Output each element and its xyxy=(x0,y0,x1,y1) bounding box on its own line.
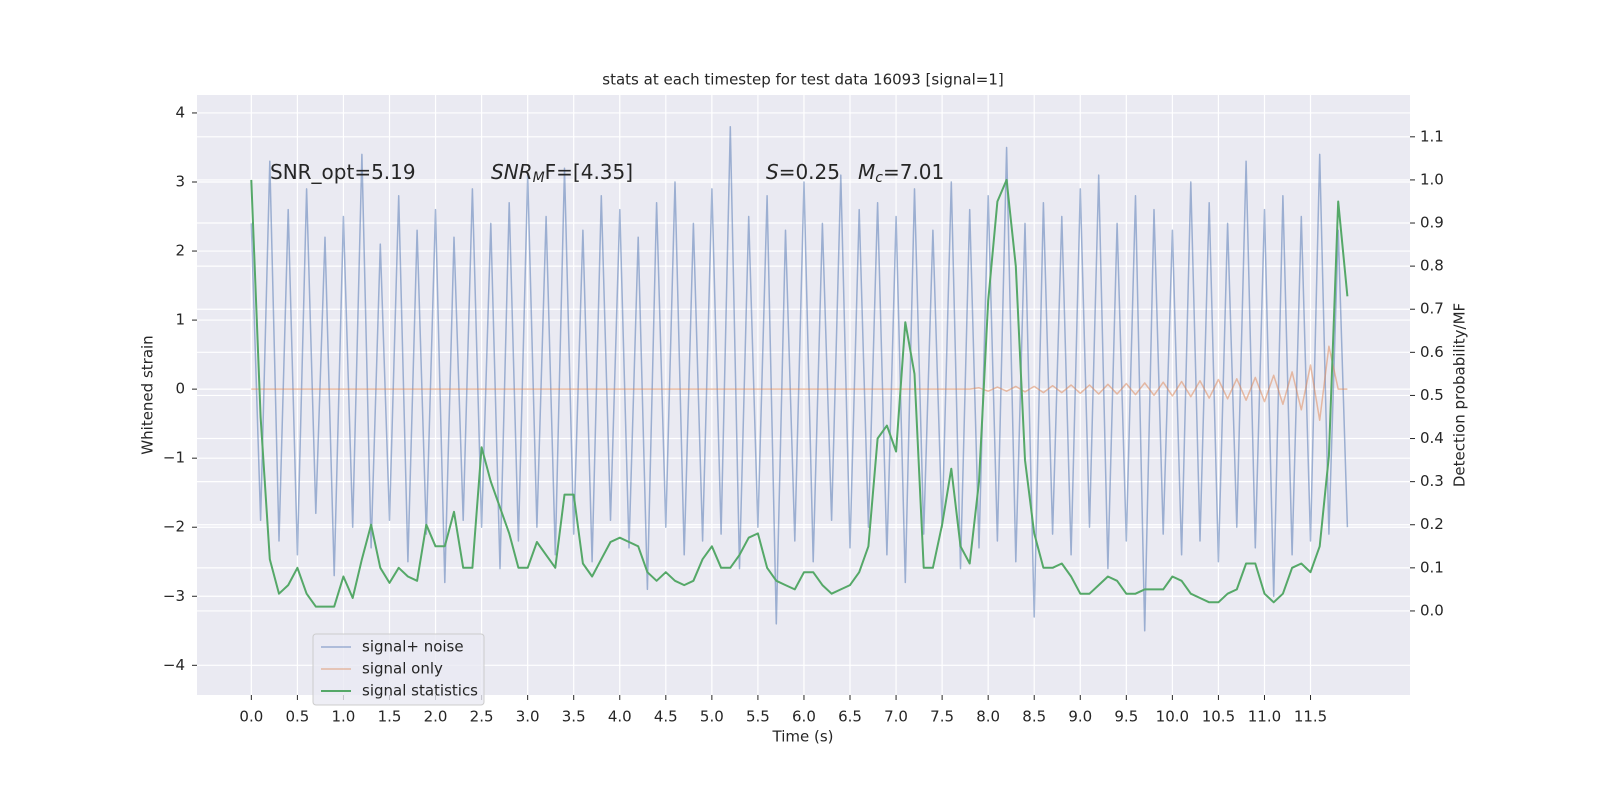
x-tick-label: 9.5 xyxy=(1114,708,1138,726)
x-tick-label: 3.5 xyxy=(562,708,586,726)
annotation-part: =0.25 xyxy=(779,160,840,184)
y2-tick-label: 1.1 xyxy=(1420,127,1444,145)
x-tick-label: 7.5 xyxy=(930,708,954,726)
annotation-part: M xyxy=(858,160,875,184)
y-tick-label: 3 xyxy=(175,172,185,190)
x-tick-label: 10.0 xyxy=(1156,708,1189,726)
y2-tick-label: 0.8 xyxy=(1420,257,1444,275)
series-line xyxy=(250,126,1349,632)
y-tick-label: −1 xyxy=(163,449,185,467)
legend-label: signal only xyxy=(362,660,443,678)
chart-title: stats at each timestep for test data 160… xyxy=(602,71,1003,89)
y-tick-label: 4 xyxy=(175,103,185,121)
x-tick-label: 8.5 xyxy=(1022,708,1046,726)
annotation: Mc=7.01 xyxy=(858,160,944,187)
y2-axis-label: Detection probability/MF xyxy=(1451,303,1469,487)
annotation-part: F=[4.35] xyxy=(545,160,633,184)
legend: signal+ noise signal only signal statistic… xyxy=(312,633,485,706)
y2-tick-label: 1.0 xyxy=(1420,170,1444,188)
x-tick-label: 11.5 xyxy=(1294,708,1327,726)
annotations: SNR_opt=5.19 SNRMF=[4.35] S=0.25 Mc=7.01 xyxy=(270,160,944,187)
y-tick-label: 2 xyxy=(175,242,185,260)
y-tick-label: −4 xyxy=(163,656,185,674)
series-line xyxy=(250,178,1349,608)
y-tick-label: −3 xyxy=(163,587,185,605)
x-tick-label: 4.5 xyxy=(654,708,678,726)
y2-tick-label: 0.4 xyxy=(1420,429,1444,447)
x-tick-label: 1.0 xyxy=(332,708,356,726)
y2-tick-label: 0.1 xyxy=(1420,558,1444,576)
x-tick-label: 6.5 xyxy=(838,708,862,726)
y-tick-label: 0 xyxy=(175,380,185,398)
x-tick-label: 4.0 xyxy=(608,708,632,726)
annotation-part: SNR xyxy=(491,160,533,184)
x-tick-label: 2.5 xyxy=(470,708,494,726)
annotation-part: M xyxy=(533,170,545,186)
marks xyxy=(250,126,1349,632)
y2-tick-label: 0.7 xyxy=(1420,300,1444,318)
y2-tick-label: 0.0 xyxy=(1420,601,1444,619)
annotation-part: c xyxy=(875,170,883,186)
y2-tick-label: 0.2 xyxy=(1420,515,1444,533)
y-tick-label: 1 xyxy=(175,311,185,329)
series-line xyxy=(251,345,1348,421)
y2-tick-label: 0.9 xyxy=(1420,214,1444,232)
y2-tick-label: 0.5 xyxy=(1420,386,1444,404)
x-tick-label: 3.0 xyxy=(516,708,540,726)
x-tick-label: 11.0 xyxy=(1248,708,1281,726)
legend-box xyxy=(312,633,485,706)
y2-tick-label: 0.3 xyxy=(1420,472,1444,490)
annotation: SNRMF=[4.35] xyxy=(491,160,633,187)
x-tick-label: 0.5 xyxy=(285,708,309,726)
x-tick-label: 0.0 xyxy=(239,708,263,726)
x-tick-label: 9.0 xyxy=(1068,708,1092,726)
x-tick-label: 5.0 xyxy=(700,708,724,726)
legend-label: signal statistics xyxy=(362,682,478,700)
y-tick-label: −2 xyxy=(163,518,185,536)
annotation-part: S xyxy=(766,160,779,184)
x-tick-label: 5.5 xyxy=(746,708,770,726)
x-tick-label: 10.5 xyxy=(1202,708,1235,726)
x-tick-label: 1.5 xyxy=(378,708,402,726)
annotation: S=0.25 xyxy=(766,160,840,184)
x-tick-label: 6.0 xyxy=(792,708,816,726)
annotation-part: =7.01 xyxy=(883,160,944,184)
x-tick-label: 7.0 xyxy=(884,708,908,726)
x-tick-label: 8.0 xyxy=(976,708,1000,726)
x-tick-label: 2.0 xyxy=(424,708,448,726)
grid: 0.0 0.5 1.0 1.5 2.0 2.5 3.0 3.5 4.0 4.5 5.0 5.5 6.0 6… xyxy=(163,95,1444,726)
x-axis-label: Time (s) xyxy=(772,728,834,746)
legend-label: signal+ noise xyxy=(362,638,464,656)
y-axis-label: Whitened strain xyxy=(139,335,157,454)
annotation-part: SNR_opt=5.19 xyxy=(270,160,416,184)
y2-tick-label: 0.6 xyxy=(1420,343,1444,361)
annotation: SNR_opt=5.19 xyxy=(270,160,416,184)
